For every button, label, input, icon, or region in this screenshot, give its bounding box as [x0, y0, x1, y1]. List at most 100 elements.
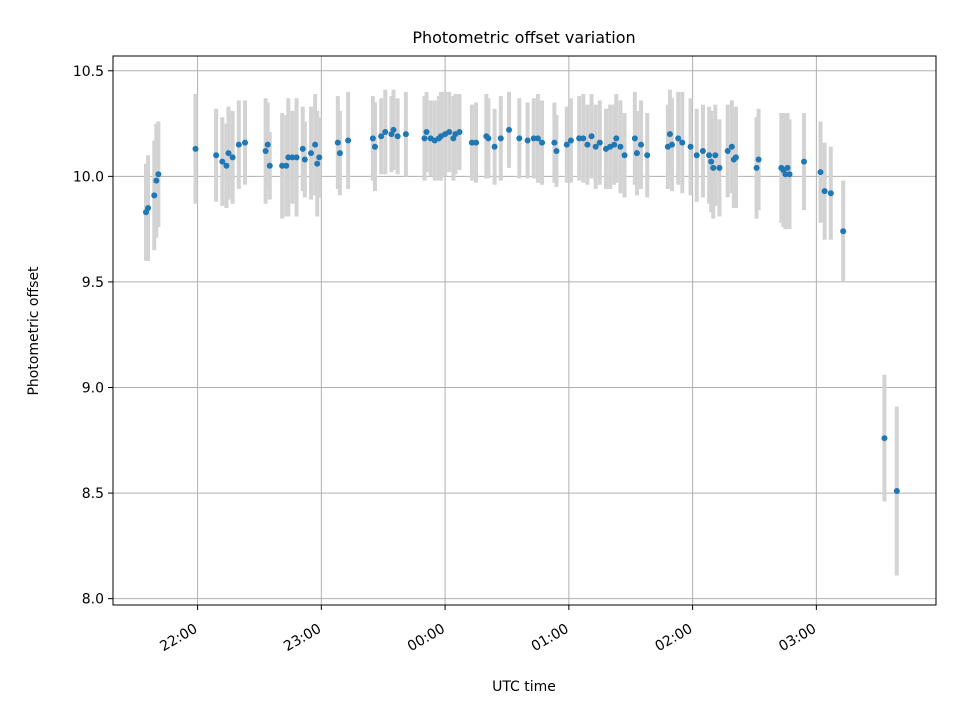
data-point [334, 139, 341, 146]
data-point [638, 141, 645, 148]
data-point [584, 141, 591, 148]
data-point [881, 435, 888, 442]
data-point [708, 158, 715, 165]
data-point [631, 135, 638, 142]
x-tick-label: 23:00 [281, 621, 324, 655]
data-point [283, 162, 290, 169]
data-point [264, 141, 271, 148]
data-point [279, 162, 286, 169]
data-point [382, 129, 389, 136]
data-point [299, 145, 306, 152]
y-tick-label: 8.5 [82, 486, 104, 502]
data-point [390, 126, 397, 133]
data-point [821, 188, 828, 195]
data-point [225, 150, 232, 157]
data-point [786, 171, 793, 178]
data-point [155, 171, 162, 178]
data-point [782, 171, 789, 178]
data-point [516, 135, 523, 142]
y-tick-label: 9.0 [82, 381, 104, 397]
y-tick-label: 8.0 [82, 592, 104, 608]
data-point [668, 141, 675, 148]
y-axis: 8.0 8.5 9.0 9.5 10.0 10.5 [73, 64, 113, 608]
data-point [666, 131, 673, 138]
data-points [143, 126, 900, 494]
data-point [534, 135, 541, 142]
data-point [378, 133, 385, 140]
data-point [446, 129, 453, 136]
data-point [596, 139, 603, 146]
data-point [308, 150, 315, 157]
data-point [497, 135, 504, 142]
chart-title: Photometric offset variation [412, 28, 635, 47]
data-point [213, 152, 220, 159]
x-tick-label: 03:00 [776, 621, 819, 655]
error-bars [144, 89, 899, 576]
data-point [613, 135, 620, 142]
data-point [755, 156, 762, 163]
data-point [728, 143, 735, 150]
data-point [285, 154, 292, 161]
data-point [617, 143, 624, 150]
y-tick-label: 10.5 [73, 64, 104, 80]
data-point [553, 148, 560, 155]
data-point [394, 133, 401, 140]
data-point [576, 135, 583, 142]
data-point [219, 158, 226, 165]
data-point [800, 158, 807, 165]
y-axis-label: Photometric offset [26, 266, 42, 396]
data-point [633, 150, 640, 157]
data-point [301, 156, 308, 163]
data-point [893, 487, 900, 494]
data-point [693, 152, 700, 159]
data-point [369, 135, 376, 142]
data-point [289, 154, 296, 161]
plot-area-frame [112, 55, 937, 606]
data-point [266, 162, 273, 169]
data-point [675, 135, 682, 142]
x-tick-label: 02:00 [652, 621, 695, 655]
data-point [421, 135, 428, 142]
data-point [223, 162, 230, 169]
data-point [753, 164, 760, 171]
data-point [644, 152, 651, 159]
data-point [371, 143, 378, 150]
data-point [229, 154, 236, 161]
data-point [235, 141, 242, 148]
data-point [611, 141, 618, 148]
y-tick-label: 10.0 [73, 169, 104, 185]
data-point [345, 137, 352, 144]
data-point [817, 169, 824, 176]
data-point [336, 150, 343, 157]
data-point [710, 164, 717, 171]
data-point [192, 145, 199, 152]
data-point [679, 139, 686, 146]
data-point [732, 154, 739, 161]
data-point [724, 148, 731, 155]
data-point [312, 141, 319, 148]
data-point [551, 139, 558, 146]
data-point [687, 143, 694, 150]
x-tick-label: 01:00 [529, 621, 572, 655]
x-axis: 22:00 23:00 00:00 01:00 02:00 03:00 [157, 605, 819, 655]
data-point [316, 154, 323, 161]
data-point [491, 143, 498, 150]
data-point [827, 190, 834, 197]
y-tick-label: 9.5 [82, 275, 104, 291]
data-point [485, 135, 492, 142]
data-point [580, 135, 587, 142]
data-point [716, 164, 723, 171]
data-point [473, 139, 480, 146]
data-point [153, 177, 160, 184]
data-point [456, 129, 463, 136]
x-tick-label: 22:00 [157, 621, 200, 655]
data-point [506, 126, 513, 133]
data-point [151, 192, 158, 199]
x-axis-label: UTC time [492, 679, 556, 695]
data-point [314, 160, 321, 167]
data-point [402, 131, 409, 138]
data-point [524, 137, 531, 144]
data-point [242, 139, 249, 146]
data-point [592, 143, 599, 150]
data-point [784, 164, 791, 171]
